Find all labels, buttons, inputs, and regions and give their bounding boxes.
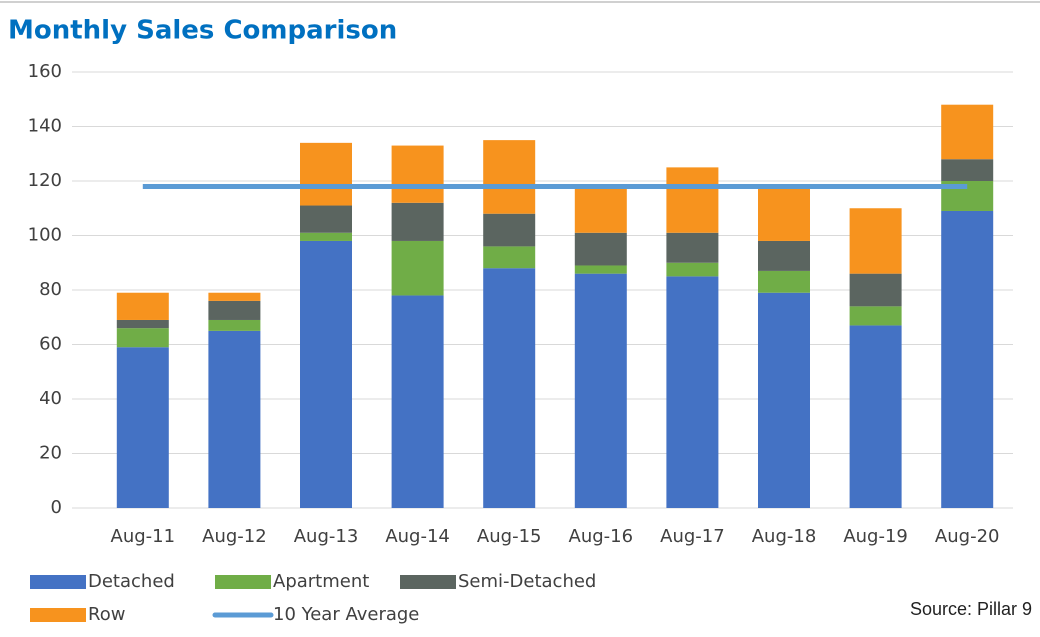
- bar-segment: [941, 159, 994, 181]
- bar-segment: [941, 104, 994, 160]
- bar-segment: [300, 232, 352, 241]
- x-tick-label: Aug-17: [660, 526, 725, 547]
- y-tick-label: 20: [39, 443, 62, 464]
- bar-segment: [941, 210, 994, 508]
- x-tick-label: Aug-14: [385, 526, 450, 547]
- bar-segment: [574, 273, 627, 508]
- bar-segment: [208, 330, 261, 508]
- legend-label: Semi-Detached: [458, 571, 596, 592]
- bar-segment: [758, 270, 810, 293]
- y-tick-label: 160: [28, 61, 62, 82]
- bar-segment: [666, 232, 719, 263]
- y-tick-label: 120: [28, 170, 62, 191]
- bar-segment: [758, 186, 810, 241]
- bar-segment: [849, 208, 902, 274]
- bar-segment: [116, 319, 169, 329]
- bar-segment: [758, 240, 810, 271]
- bar-segment: [483, 213, 536, 247]
- x-tick-label: Aug-16: [569, 526, 634, 547]
- bar-segment: [116, 347, 169, 508]
- x-tick-label: Aug-15: [477, 526, 542, 547]
- x-tick-label: Aug-13: [294, 526, 359, 547]
- bar-segment: [849, 325, 902, 508]
- bar-segment: [300, 240, 352, 508]
- y-tick-label: 40: [39, 388, 62, 409]
- bar-segment: [300, 142, 352, 206]
- legend-label: Apartment: [273, 571, 369, 592]
- legend-label: 10 Year Average: [273, 604, 419, 625]
- bar-segment: [666, 276, 719, 508]
- legend-swatch: [215, 575, 271, 589]
- bar-segment: [300, 205, 352, 233]
- bar-segment: [208, 319, 261, 331]
- bar-segment: [758, 292, 810, 508]
- y-tick-label: 100: [28, 225, 62, 246]
- bar-segment: [849, 273, 902, 307]
- bar-segment: [116, 292, 169, 320]
- legend-label: Row: [88, 604, 125, 625]
- bar-segment: [116, 328, 169, 348]
- bar-segment: [849, 306, 902, 326]
- legend-label: Detached: [88, 571, 175, 592]
- x-tick-label: Aug-20: [935, 526, 1000, 547]
- bar-segment: [574, 232, 627, 266]
- bar-segment: [483, 140, 536, 214]
- bar-segment: [483, 268, 536, 508]
- y-tick-label: 140: [28, 116, 62, 137]
- x-tick-label: Aug-12: [202, 526, 267, 547]
- bar-segment: [574, 265, 627, 274]
- y-tick-label: 80: [39, 279, 62, 300]
- x-tick-label: Aug-11: [111, 526, 176, 547]
- y-tick-label: 60: [39, 334, 62, 355]
- bar-segment: [574, 186, 627, 233]
- bar-segment: [483, 246, 536, 269]
- bar-segment: [666, 262, 719, 277]
- legend-swatch: [400, 575, 456, 589]
- source: Source: Pillar 9: [910, 599, 1032, 619]
- x-tick-label: Aug-18: [752, 526, 817, 547]
- legend-swatch: [30, 575, 86, 589]
- bar-segment: [391, 145, 444, 203]
- bar-segment: [666, 167, 719, 233]
- chart-title: Monthly Sales Comparison: [8, 16, 397, 46]
- bar-segment: [391, 240, 444, 296]
- bar-segment: [391, 202, 444, 241]
- bar-segment: [391, 295, 444, 508]
- bar-segment: [208, 292, 261, 301]
- legend-swatch: [30, 608, 86, 622]
- x-tick-label: Aug-19: [843, 526, 908, 547]
- bar-segment: [208, 300, 261, 320]
- y-tick-label: 0: [51, 497, 62, 518]
